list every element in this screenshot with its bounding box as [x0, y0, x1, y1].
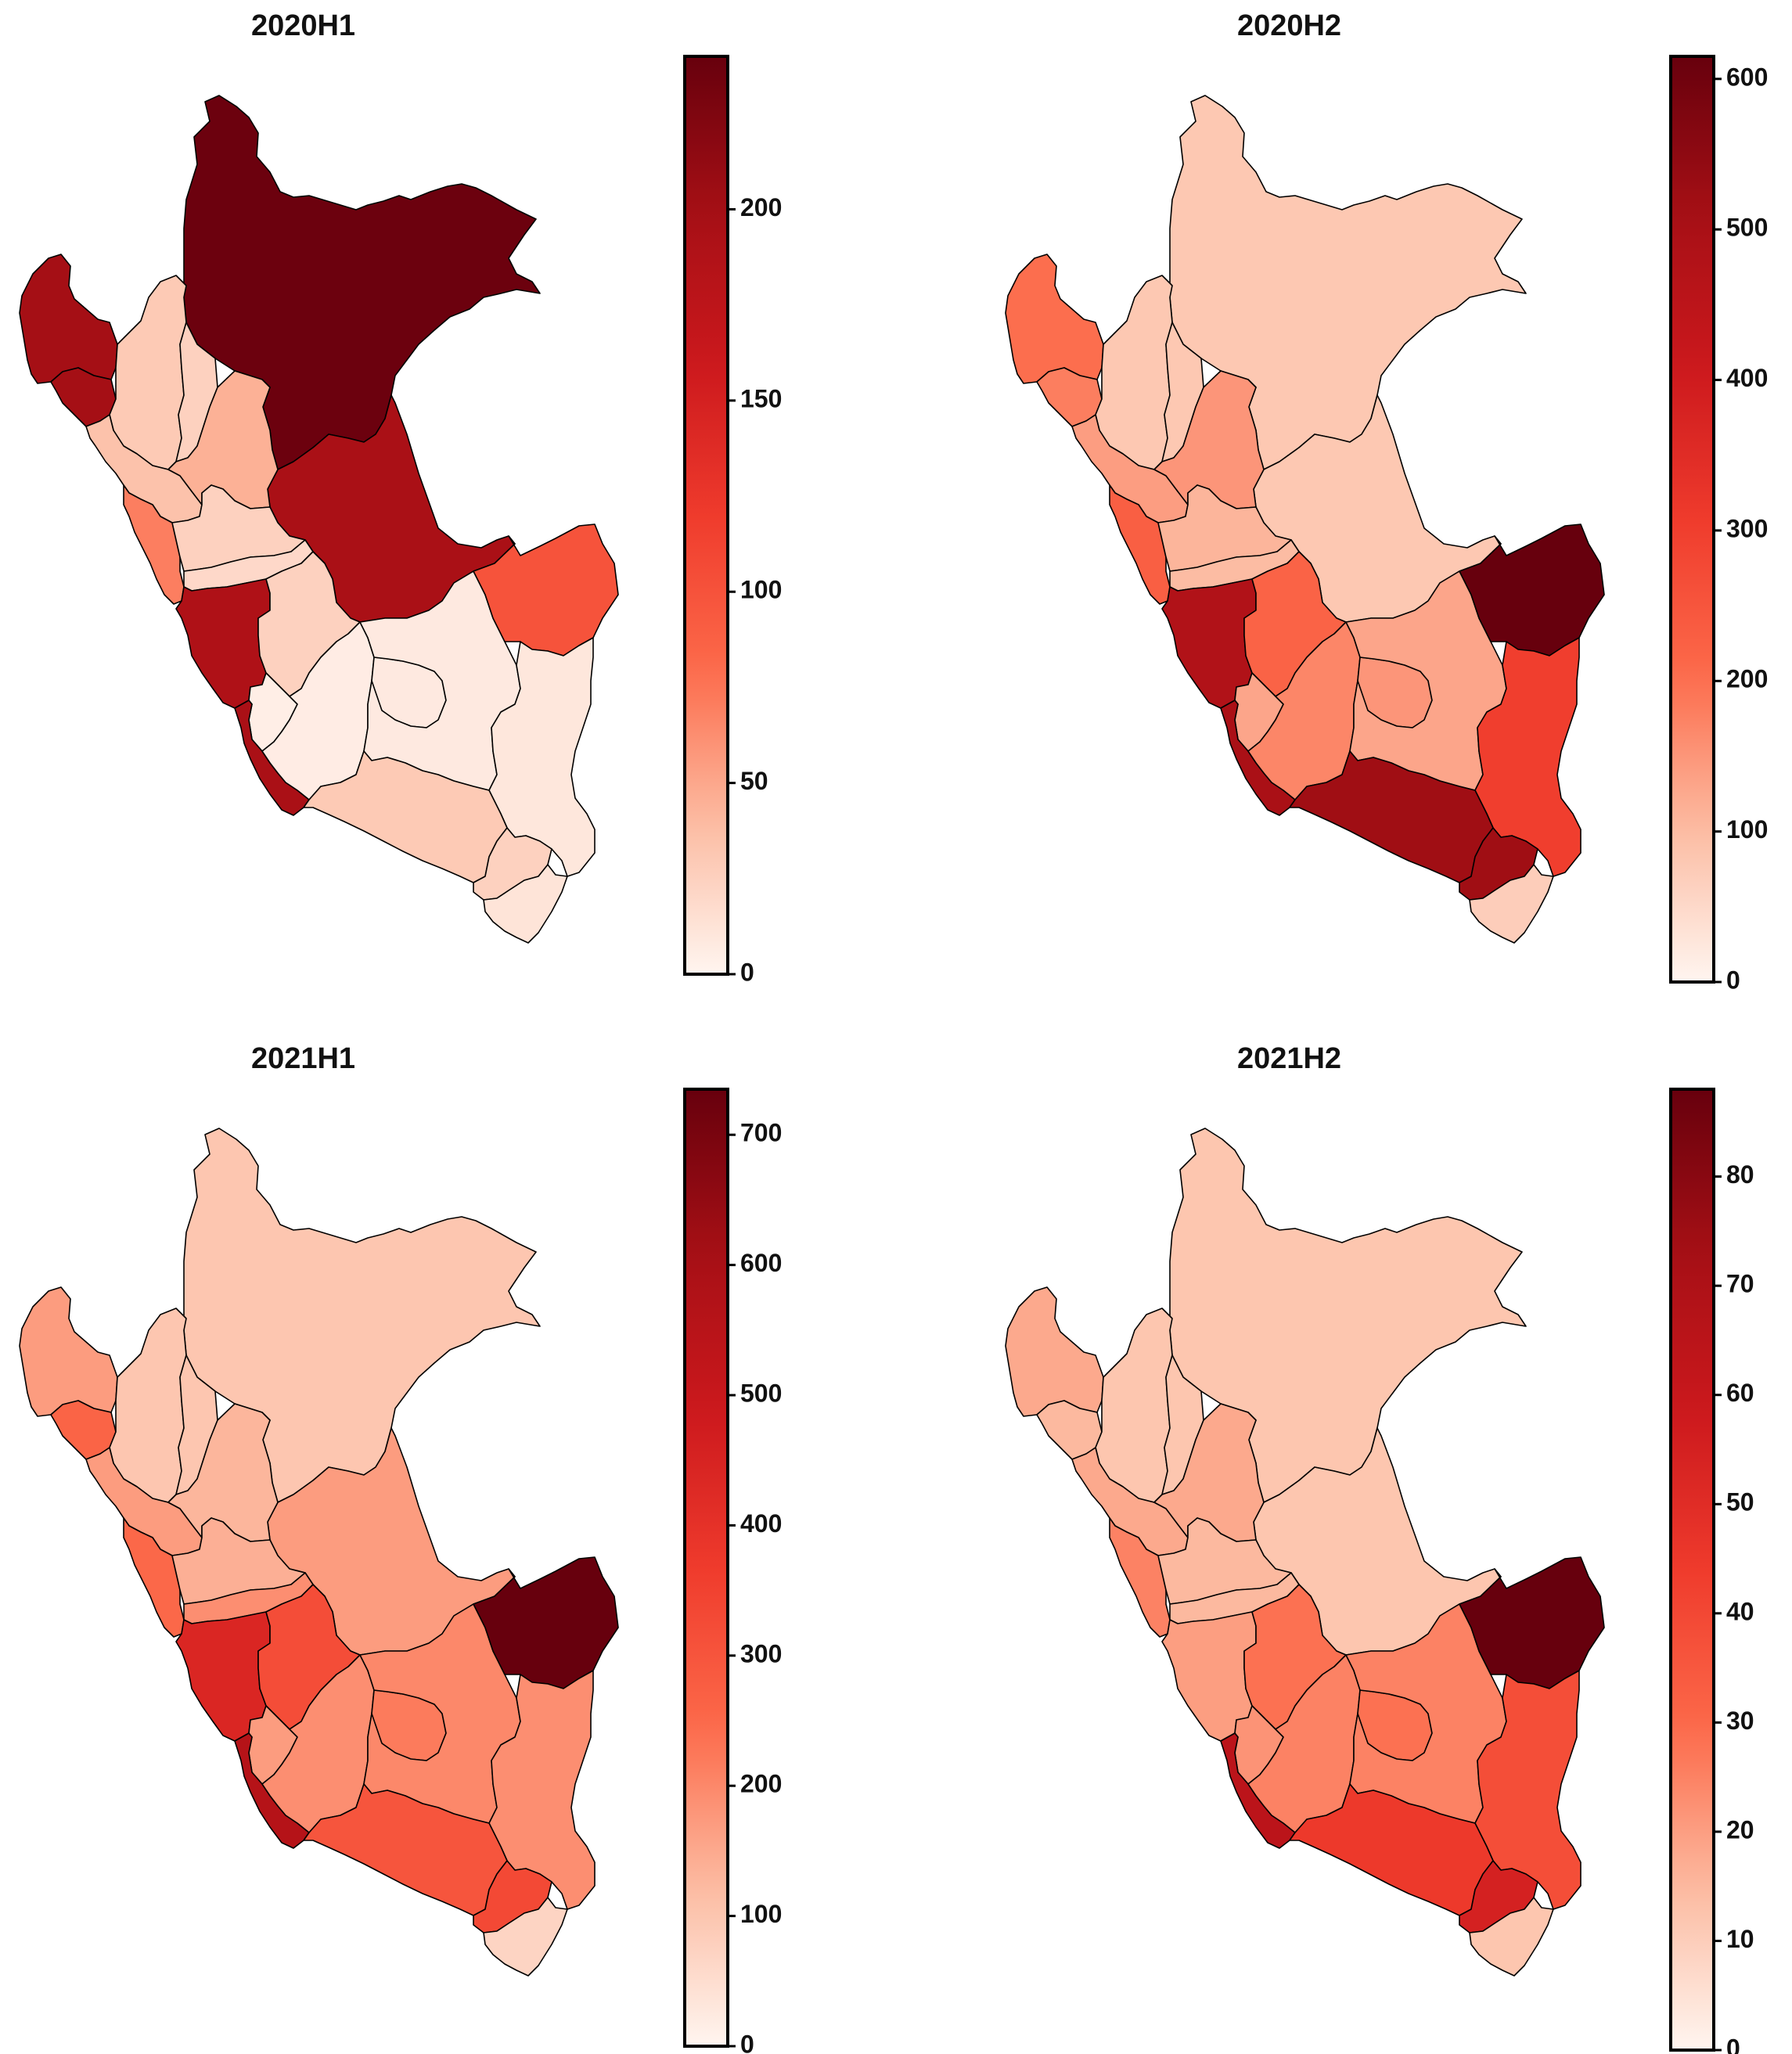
colorbar-tick-label: 50: [1726, 1488, 1754, 1516]
colorbar-tick-label: 200: [740, 1770, 782, 1798]
region-cajamarca: [1095, 1308, 1173, 1503]
colorbar-tick-label: 400: [740, 1509, 782, 1538]
colorbar-frame: [1669, 55, 1715, 984]
colorbar: 0 50 100 150 200: [683, 55, 782, 986]
region-puno: [488, 637, 596, 877]
panel-title: 2021H2: [1236, 1042, 1342, 1075]
region-madre-de-dios: [1459, 1556, 1605, 1689]
choropleth-map: 0 100 200 300 400 500 600: [1005, 55, 1768, 994]
region-tacna: [483, 864, 568, 944]
colorbar: 0 100 200 300 400 500 600 700: [683, 1088, 782, 2054]
colorbar-gradient: [685, 56, 728, 974]
colorbar-tick-label: 10: [1726, 1925, 1754, 1953]
region-madre-de-dios: [1459, 523, 1605, 656]
peru-map: [1005, 95, 1605, 944]
colorbar-tick-label: 300: [1726, 514, 1768, 542]
region-cajamarca: [1095, 275, 1173, 470]
colorbar-tick-label: 20: [1726, 1815, 1754, 1844]
panel-title: 2020H2: [1236, 9, 1342, 42]
colorbar-tick-label: 50: [740, 767, 768, 795]
colorbar: 0 10 20 30 40 50 60 70 80: [1669, 1088, 1754, 2054]
colorbar-tick-label: 0: [1726, 2034, 1740, 2054]
colorbar-tick-label: 0: [740, 958, 754, 986]
region-puno: [1474, 1670, 1581, 1910]
region-tacna: [1469, 864, 1554, 944]
colorbar-tick-label: 0: [740, 2030, 754, 2054]
colorbar-tick-label: 0: [1726, 966, 1740, 994]
region-tumbes-piura: [19, 254, 118, 384]
map-panel-2021h2: 0 10 20 30 40 50 60 70 80 2021H2: [986, 1033, 1792, 2054]
colorbar-tick-label: 300: [740, 1639, 782, 1667]
colorbar-tick-label: 500: [1726, 214, 1768, 242]
region-madre-de-dios: [473, 1556, 619, 1689]
map-panel-2020h1: 0 50 100 150 200 2020H1: [0, 0, 896, 1021]
region-tumbes-piura: [1005, 254, 1104, 384]
colorbar-frame: [683, 55, 729, 976]
colorbar-tick-label: 150: [740, 384, 782, 412]
choropleth-map: 0 50 100 150 200: [19, 55, 782, 986]
region-tumbes-piura: [19, 1286, 118, 1417]
peru-map: [1005, 1128, 1605, 1977]
peru-map: [19, 1128, 619, 1977]
region-cajamarca: [109, 275, 187, 470]
colorbar-tick-label: 60: [1726, 1379, 1754, 1407]
colorbar-gradient: [1671, 56, 1714, 982]
region-tumbes-piura: [1005, 1286, 1104, 1417]
choropleth-map: 0 100 200 300 400 500 600 700: [19, 1088, 782, 2054]
colorbar-tick-label: 100: [1726, 815, 1768, 844]
panel-title: 2021H1: [250, 1042, 356, 1075]
region-tacna: [1469, 1897, 1554, 1977]
colorbar-gradient: [685, 1089, 728, 2046]
colorbar-tick-label: 600: [1726, 63, 1768, 91]
map-panel-2021h1: 0 100 200 300 400 500 600 700 2021H1: [0, 1033, 896, 2054]
colorbar-gradient: [1671, 1089, 1714, 2050]
colorbar-tick-label: 500: [740, 1379, 782, 1407]
map-panel-2020h2: 0 100 200 300 400 500 600 2020H2: [986, 0, 1792, 1021]
colorbar-tick-label: 100: [740, 1900, 782, 1928]
colorbar-tick-label: 200: [740, 193, 782, 221]
peru-map: [19, 95, 619, 944]
colorbar-tick-label: 80: [1726, 1160, 1754, 1189]
region-cajamarca: [109, 1308, 187, 1503]
colorbar-tick-label: 400: [1726, 364, 1768, 392]
colorbar-tick-label: 600: [740, 1249, 782, 1277]
region-puno: [1474, 637, 1581, 877]
colorbar-tick-label: 200: [1726, 665, 1768, 693]
colorbar: 0 100 200 300 400 500 600: [1669, 55, 1768, 994]
panel-title: 2020H1: [250, 9, 356, 42]
choropleth-map: 0 10 20 30 40 50 60 70 80: [1005, 1088, 1754, 2054]
region-puno: [488, 1670, 596, 1910]
colorbar-tick-label: 30: [1726, 1707, 1754, 1735]
colorbar-tick-label: 40: [1726, 1597, 1754, 1625]
region-tacna: [483, 1897, 568, 1977]
region-madre-de-dios: [473, 523, 619, 656]
colorbar-tick-label: 100: [740, 576, 782, 604]
colorbar-tick-label: 70: [1726, 1270, 1754, 1298]
colorbar-tick-label: 700: [740, 1119, 782, 1147]
